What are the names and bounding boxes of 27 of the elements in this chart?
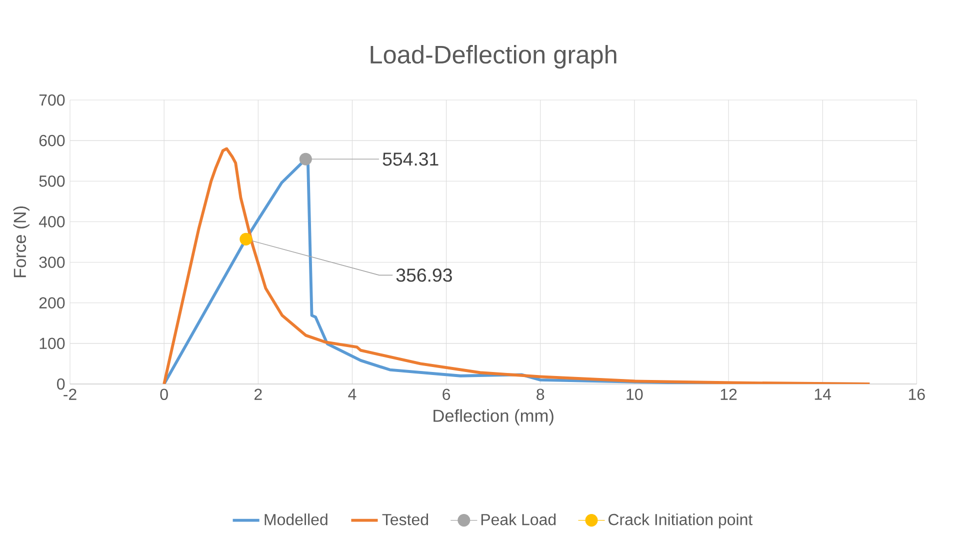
x-tick-label: 16 (908, 388, 925, 400)
x-tick-label: 12 (720, 388, 737, 400)
legend-label: Crack Initiation point (608, 514, 753, 528)
x-tick-label: 4 (348, 388, 356, 400)
x-tick-label: -2 (64, 388, 76, 400)
y-tick-label: 100 (40, 338, 65, 350)
data-label: 554.31 (382, 152, 438, 166)
x-tick-label: 10 (626, 388, 643, 400)
x-tick-label: 6 (442, 388, 450, 400)
data-label: 356.93 (396, 268, 452, 282)
chart-title: Load-Deflection graph (370, 45, 616, 69)
y-axis-title: Force (N) (13, 206, 30, 278)
y-tick-label: 300 (39, 256, 65, 268)
x-axis-title: Deflection (mm) (434, 409, 554, 426)
x-tick-label: 14 (814, 388, 832, 400)
legend-label: Peak Load (481, 514, 556, 526)
y-tick-label: 500 (39, 175, 65, 187)
y-tick-label: 400 (38, 216, 65, 228)
y-tick-label: 600 (39, 134, 65, 146)
y-tick-label: 700 (39, 94, 65, 106)
x-tick-label: 8 (536, 388, 544, 400)
legend-label: Modelled (264, 514, 328, 526)
y-tick-label: 0 (57, 378, 65, 390)
y-tick-label: 200 (39, 297, 65, 309)
x-tick-label: 2 (254, 388, 262, 400)
x-tick-label: 0 (160, 388, 168, 400)
legend-label: Tested (382, 514, 428, 526)
